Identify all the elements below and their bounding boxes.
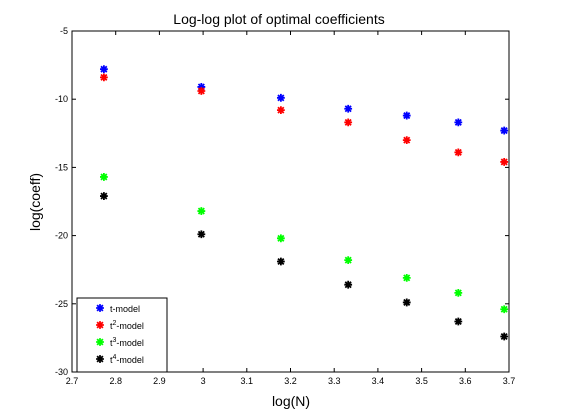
- legend-marker: [96, 338, 104, 346]
- series-4: [100, 192, 509, 341]
- x-tick-label: 2.8: [109, 376, 122, 386]
- legend-box: [76, 297, 168, 373]
- x-tick-label: 3.4: [372, 376, 385, 386]
- data-point: [197, 83, 206, 91]
- data-point: [100, 65, 108, 74]
- x-tick-label: 3.6: [459, 376, 472, 386]
- data-point: [402, 136, 411, 145]
- data-point: [276, 93, 285, 102]
- legend-marker: [96, 321, 104, 329]
- legend-marker: [96, 304, 104, 312]
- data-point: [500, 332, 509, 341]
- data-point: [500, 158, 509, 166]
- x-tick-label: 2.9: [153, 376, 166, 386]
- data-point: [197, 230, 206, 239]
- data-point: [344, 118, 353, 127]
- data-point: [500, 126, 509, 135]
- legend-label: t3-model: [110, 337, 144, 348]
- data-point: [454, 317, 463, 326]
- series-2: [100, 73, 509, 166]
- legend-label: t2-model: [110, 320, 144, 331]
- x-tick-label: 3.3: [328, 376, 341, 386]
- data-point: [454, 148, 463, 157]
- series-1: [100, 65, 509, 135]
- series-3: [100, 173, 509, 314]
- x-axis: 2.7 2.8 2.9 3 3.1 3.2 3.3 3.4 3.5 3.6 3.7: [66, 31, 516, 386]
- data-point: [344, 256, 353, 265]
- y-tick-label: -20: [55, 231, 68, 241]
- y-axis-label: log(coeff): [27, 173, 43, 231]
- y-tick-label: -25: [55, 299, 68, 309]
- legend-label: t-model: [110, 304, 140, 314]
- y-tick-label: -10: [55, 94, 68, 104]
- data-point: [276, 106, 285, 115]
- data-point: [276, 257, 285, 266]
- data-point: [344, 104, 353, 113]
- y-tick-label: -5: [60, 26, 68, 36]
- y-axis: -30 -25 -20 -15 -10 -5: [55, 26, 509, 377]
- legend-marker: [96, 355, 104, 363]
- data-point: [500, 305, 509, 314]
- x-axis-label: log(N): [272, 393, 310, 409]
- legend: t-model t2-model t3-model t4-model: [76, 297, 168, 373]
- data-point: [454, 288, 463, 297]
- data-points: [100, 65, 509, 341]
- y-tick-label: -15: [55, 162, 68, 172]
- legend-label: t4-model: [110, 354, 144, 365]
- data-point: [454, 118, 463, 127]
- data-point: [402, 298, 411, 307]
- data-point: [100, 73, 108, 82]
- x-tick-label: 3.7: [503, 376, 516, 386]
- y-tick-label: -30: [55, 367, 68, 377]
- data-point: [100, 173, 108, 181]
- x-tick-label: 3.2: [284, 376, 297, 386]
- data-point: [402, 273, 411, 282]
- x-tick-label: 3.1: [241, 376, 254, 386]
- data-point: [197, 207, 206, 215]
- x-tick-label: 2.7: [66, 376, 79, 386]
- x-tick-label: 3: [201, 376, 206, 386]
- data-point: [276, 234, 285, 243]
- data-point: [344, 280, 353, 289]
- data-point: [100, 192, 108, 200]
- data-point: [197, 87, 206, 95]
- data-point: [402, 111, 411, 120]
- x-tick-label: 3.5: [415, 376, 428, 386]
- chart-title: Log-log plot of optimal coefficients: [173, 11, 384, 27]
